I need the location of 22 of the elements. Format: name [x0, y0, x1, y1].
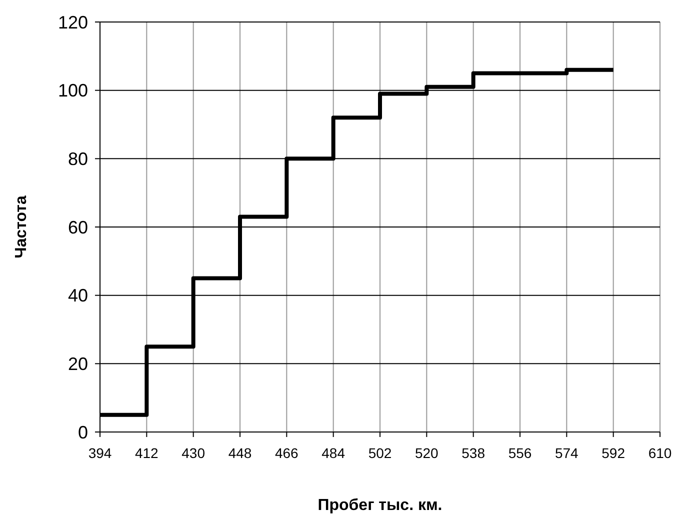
x-tick-label: 556: [508, 445, 532, 461]
y-tick-label: 80: [68, 148, 88, 169]
y-tick-label: 100: [58, 80, 88, 101]
y-tick-label: 0: [78, 422, 88, 442]
x-tick-label: 574: [554, 445, 579, 461]
y-tick-label: 120: [58, 12, 88, 32]
x-tick-label: 592: [602, 445, 626, 461]
x-tick-label: 448: [228, 445, 252, 461]
y-tick-label: 60: [68, 217, 88, 238]
x-tick-label: 394: [88, 445, 112, 461]
x-tick-label: 430: [182, 445, 206, 461]
x-axis-title: Пробег тыс. км.: [318, 497, 442, 514]
x-tick-label: 466: [274, 445, 299, 461]
x-tick-label: 610: [648, 445, 672, 461]
x-tick-label: 502: [368, 445, 392, 461]
y-axis-title: Частота: [13, 196, 30, 258]
x-tick-label: 484: [322, 445, 346, 461]
x-tick-label: 520: [414, 445, 439, 461]
y-tick-label: 20: [68, 354, 88, 374]
x-tick-label: 412: [134, 445, 159, 461]
x-tick-label: 538: [462, 445, 486, 461]
y-tick-label: 40: [68, 286, 88, 306]
